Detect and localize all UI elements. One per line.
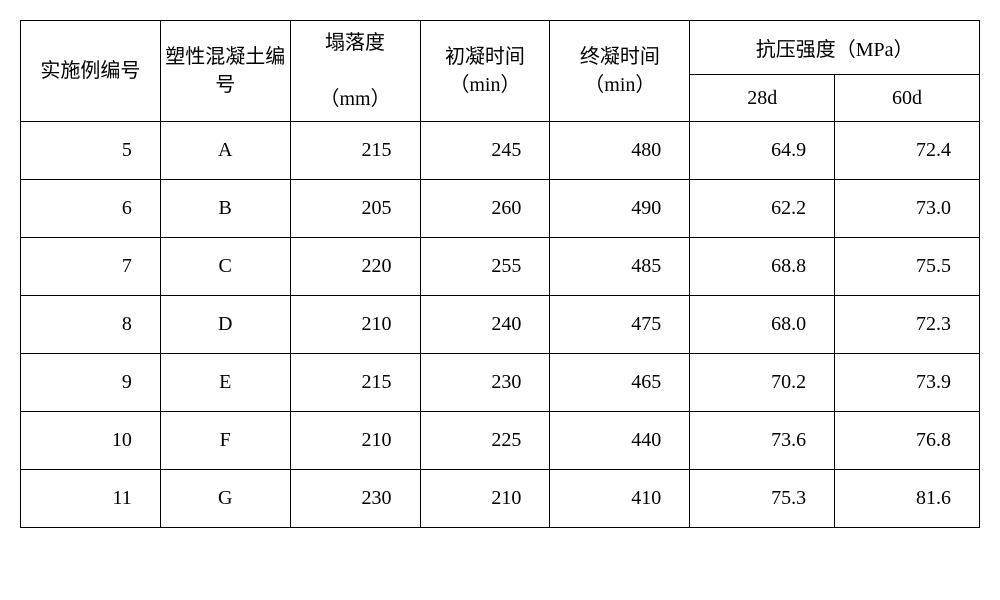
cell-initial: 245	[420, 122, 550, 180]
cell-60d: 73.0	[835, 180, 980, 238]
header-28d: 28d	[690, 75, 835, 122]
cell-slump: 230	[290, 470, 420, 528]
header-final-set: 终凝时间 （min）	[550, 21, 690, 122]
table-header: 实施例编号 塑性混凝土编号 塌落度 （mm） 初凝时间 （min） 终凝时间 （…	[21, 21, 980, 122]
header-example-number: 实施例编号	[21, 21, 161, 122]
cell-slump: 210	[290, 296, 420, 354]
header-final-label: 终凝时间	[580, 46, 660, 68]
cell-code: C	[160, 238, 290, 296]
cell-60d: 73.9	[835, 354, 980, 412]
cell-final: 465	[550, 354, 690, 412]
cell-slump: 215	[290, 354, 420, 412]
cell-60d: 72.4	[835, 122, 980, 180]
table-row: 9 E 215 230 465 70.2 73.9	[21, 354, 980, 412]
cell-initial: 255	[420, 238, 550, 296]
cell-final: 480	[550, 122, 690, 180]
table-row: 10 F 210 225 440 73.6 76.8	[21, 412, 980, 470]
cell-initial: 230	[420, 354, 550, 412]
cell-initial: 260	[420, 180, 550, 238]
header-initial-label: 初凝时间	[445, 46, 525, 68]
concrete-test-table: 实施例编号 塑性混凝土编号 塌落度 （mm） 初凝时间 （min） 终凝时间 （…	[20, 20, 980, 528]
header-slump-unit: （mm）	[319, 88, 390, 110]
cell-final: 440	[550, 412, 690, 470]
header-row-1: 实施例编号 塑性混凝土编号 塌落度 （mm） 初凝时间 （min） 终凝时间 （…	[21, 21, 980, 75]
cell-num: 10	[21, 412, 161, 470]
cell-60d: 76.8	[835, 412, 980, 470]
cell-num: 6	[21, 180, 161, 238]
cell-final: 475	[550, 296, 690, 354]
cell-final: 485	[550, 238, 690, 296]
cell-60d: 75.5	[835, 238, 980, 296]
cell-28d: 68.8	[690, 238, 835, 296]
cell-final: 490	[550, 180, 690, 238]
cell-60d: 72.3	[835, 296, 980, 354]
cell-code: A	[160, 122, 290, 180]
header-initial-set: 初凝时间 （min）	[420, 21, 550, 122]
cell-28d: 62.2	[690, 180, 835, 238]
header-60d: 60d	[835, 75, 980, 122]
cell-initial: 240	[420, 296, 550, 354]
table-row: 6 B 205 260 490 62.2 73.0	[21, 180, 980, 238]
header-initial-unit: （min）	[449, 74, 520, 96]
table-body: 5 A 215 245 480 64.9 72.4 6 B 205 260 49…	[21, 122, 980, 528]
cell-28d: 75.3	[690, 470, 835, 528]
cell-60d: 81.6	[835, 470, 980, 528]
cell-28d: 64.9	[690, 122, 835, 180]
table-row: 8 D 210 240 475 68.0 72.3	[21, 296, 980, 354]
cell-28d: 73.6	[690, 412, 835, 470]
cell-slump: 220	[290, 238, 420, 296]
header-slump-label: 塌落度	[325, 32, 385, 54]
header-slump: 塌落度 （mm）	[290, 21, 420, 122]
cell-code: D	[160, 296, 290, 354]
cell-initial: 225	[420, 412, 550, 470]
cell-initial: 210	[420, 470, 550, 528]
cell-num: 11	[21, 470, 161, 528]
cell-code: F	[160, 412, 290, 470]
cell-code: E	[160, 354, 290, 412]
cell-slump: 205	[290, 180, 420, 238]
cell-num: 7	[21, 238, 161, 296]
cell-num: 5	[21, 122, 161, 180]
header-concrete-code: 塑性混凝土编号	[160, 21, 290, 122]
cell-num: 8	[21, 296, 161, 354]
cell-final: 410	[550, 470, 690, 528]
table-row: 5 A 215 245 480 64.9 72.4	[21, 122, 980, 180]
table-row: 11 G 230 210 410 75.3 81.6	[21, 470, 980, 528]
cell-slump: 210	[290, 412, 420, 470]
cell-code: G	[160, 470, 290, 528]
cell-code: B	[160, 180, 290, 238]
cell-28d: 70.2	[690, 354, 835, 412]
header-final-unit: （min）	[584, 74, 655, 96]
header-strength-group: 抗压强度（MPa）	[690, 21, 980, 75]
cell-num: 9	[21, 354, 161, 412]
cell-slump: 215	[290, 122, 420, 180]
cell-28d: 68.0	[690, 296, 835, 354]
table-row: 7 C 220 255 485 68.8 75.5	[21, 238, 980, 296]
